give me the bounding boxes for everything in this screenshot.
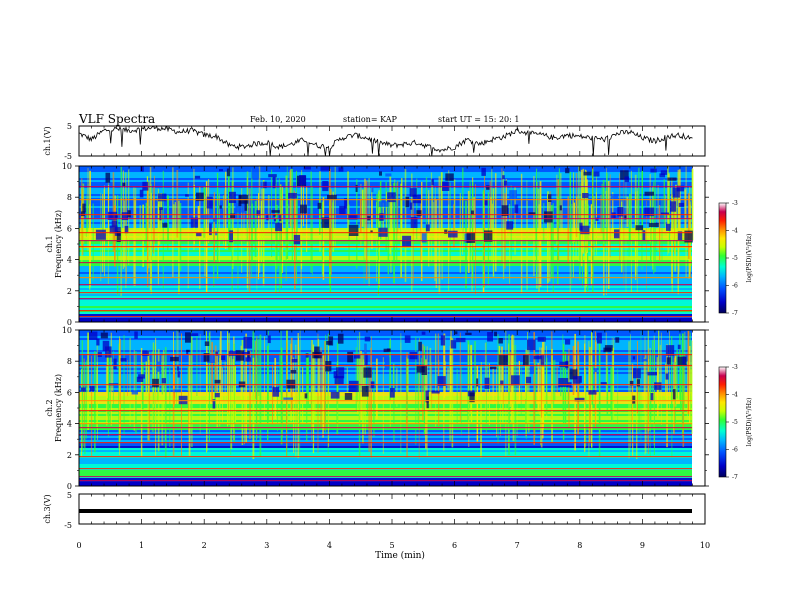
spec1-ytick-label-0: 0 [67, 318, 72, 327]
time-tick-label-3: 3 [264, 541, 269, 550]
ch3-ytick-bottom: -5 [64, 521, 72, 530]
ch1-ylabel: ch.1(V) [43, 126, 52, 155]
spec2-cbar-tick--5: -5 [732, 419, 738, 426]
spec1-cbar-tick--5: -5 [732, 255, 738, 262]
ch3-ytick-top: 5 [67, 491, 72, 500]
spec1-ytick-label-2: 2 [67, 287, 72, 296]
spec2-cbar-tick--7: -7 [732, 474, 738, 481]
time-tick-label-2: 2 [202, 541, 207, 550]
spec1-ytick-label-10: 10 [62, 162, 72, 171]
figure-title: VLF Spectra [78, 112, 155, 126]
spec2-ytick-label-10: 10 [62, 326, 72, 335]
time-tick-label-0: 0 [76, 541, 81, 550]
ch3-ylabel: ch.3(V) [43, 494, 52, 523]
spec1-cbar-tick--7: -7 [732, 310, 738, 317]
spec1-cbar-tick--6: -6 [732, 283, 738, 290]
time-axis-ticks [78, 126, 706, 524]
spec1-ytick-label-8: 8 [67, 193, 72, 202]
spec2-colorbar [718, 366, 727, 478]
spec2-cbar-tick--4: -4 [732, 392, 738, 399]
spec2-ytick-label-4: 4 [67, 420, 72, 429]
spec1-ylabel-top: ch.1 [45, 235, 54, 252]
time-tick-label-7: 7 [515, 541, 520, 550]
ch1-voltage-panel: 5 -5 ch.1(V) [43, 122, 706, 161]
time-tick-label-5: 5 [389, 541, 394, 550]
spec2-colorbar-label: log(PSD)(V²/Hz) [746, 398, 753, 447]
date-label: Feb. 10, 2020 [250, 115, 306, 124]
spec1-cbar-tick--4: -4 [732, 228, 738, 235]
time-tick-label-10: 10 [700, 541, 710, 550]
ch2-spectrogram-image [79, 330, 693, 487]
time-tick-label-8: 8 [577, 541, 582, 550]
time-tick-label-9: 9 [640, 541, 645, 550]
spec1-ytick-label-4: 4 [67, 256, 72, 265]
start-time-label: start UT = 15: 20: 1 [438, 115, 519, 124]
spec2-ytick-label-8: 8 [67, 357, 72, 366]
spec2-ytick-label-0: 0 [67, 482, 72, 491]
spec1-colorbar [718, 202, 727, 314]
ch1-spectrogram-image [79, 166, 694, 323]
ch1-ytick-top: 5 [67, 122, 72, 131]
spec1-cbar-tick--3: -3 [732, 200, 738, 207]
spec1-colorbar-label: log(PSD)(V²/Hz) [746, 234, 753, 283]
spec2-ylabel-top: ch.2 [45, 399, 54, 416]
station-label: station= KAP [343, 115, 398, 124]
time-tick-label-1: 1 [139, 541, 144, 550]
ch1-trace [78, 124, 693, 157]
ch3-voltage-panel: 5 -5 ch.3(V) [43, 491, 706, 530]
time-axis-label: Time (min) [375, 550, 425, 561]
ch1-ytick-bottom: -5 [64, 152, 72, 161]
spec2-ytick-label-2: 2 [67, 451, 72, 460]
time-axis-tick-labels: 0 1 2 3 4 5 6 7 8 9 10 [76, 541, 710, 550]
spec1-ytick-label-6: 6 [67, 224, 72, 233]
ch1-trace-line [78, 124, 693, 157]
spec2-cbar-tick--3: -3 [732, 364, 738, 371]
time-tick-label-6: 6 [452, 541, 457, 550]
ch3-trace [79, 509, 692, 513]
spec2-cbar-tick--6: -6 [732, 447, 738, 454]
spec1-ylabel: Frequency (kHz) [54, 210, 63, 278]
time-tick-label-4: 4 [327, 541, 332, 550]
spec2-ytick-label-6: 6 [67, 388, 72, 397]
spec2-ylabel: Frequency (kHz) [54, 374, 63, 442]
